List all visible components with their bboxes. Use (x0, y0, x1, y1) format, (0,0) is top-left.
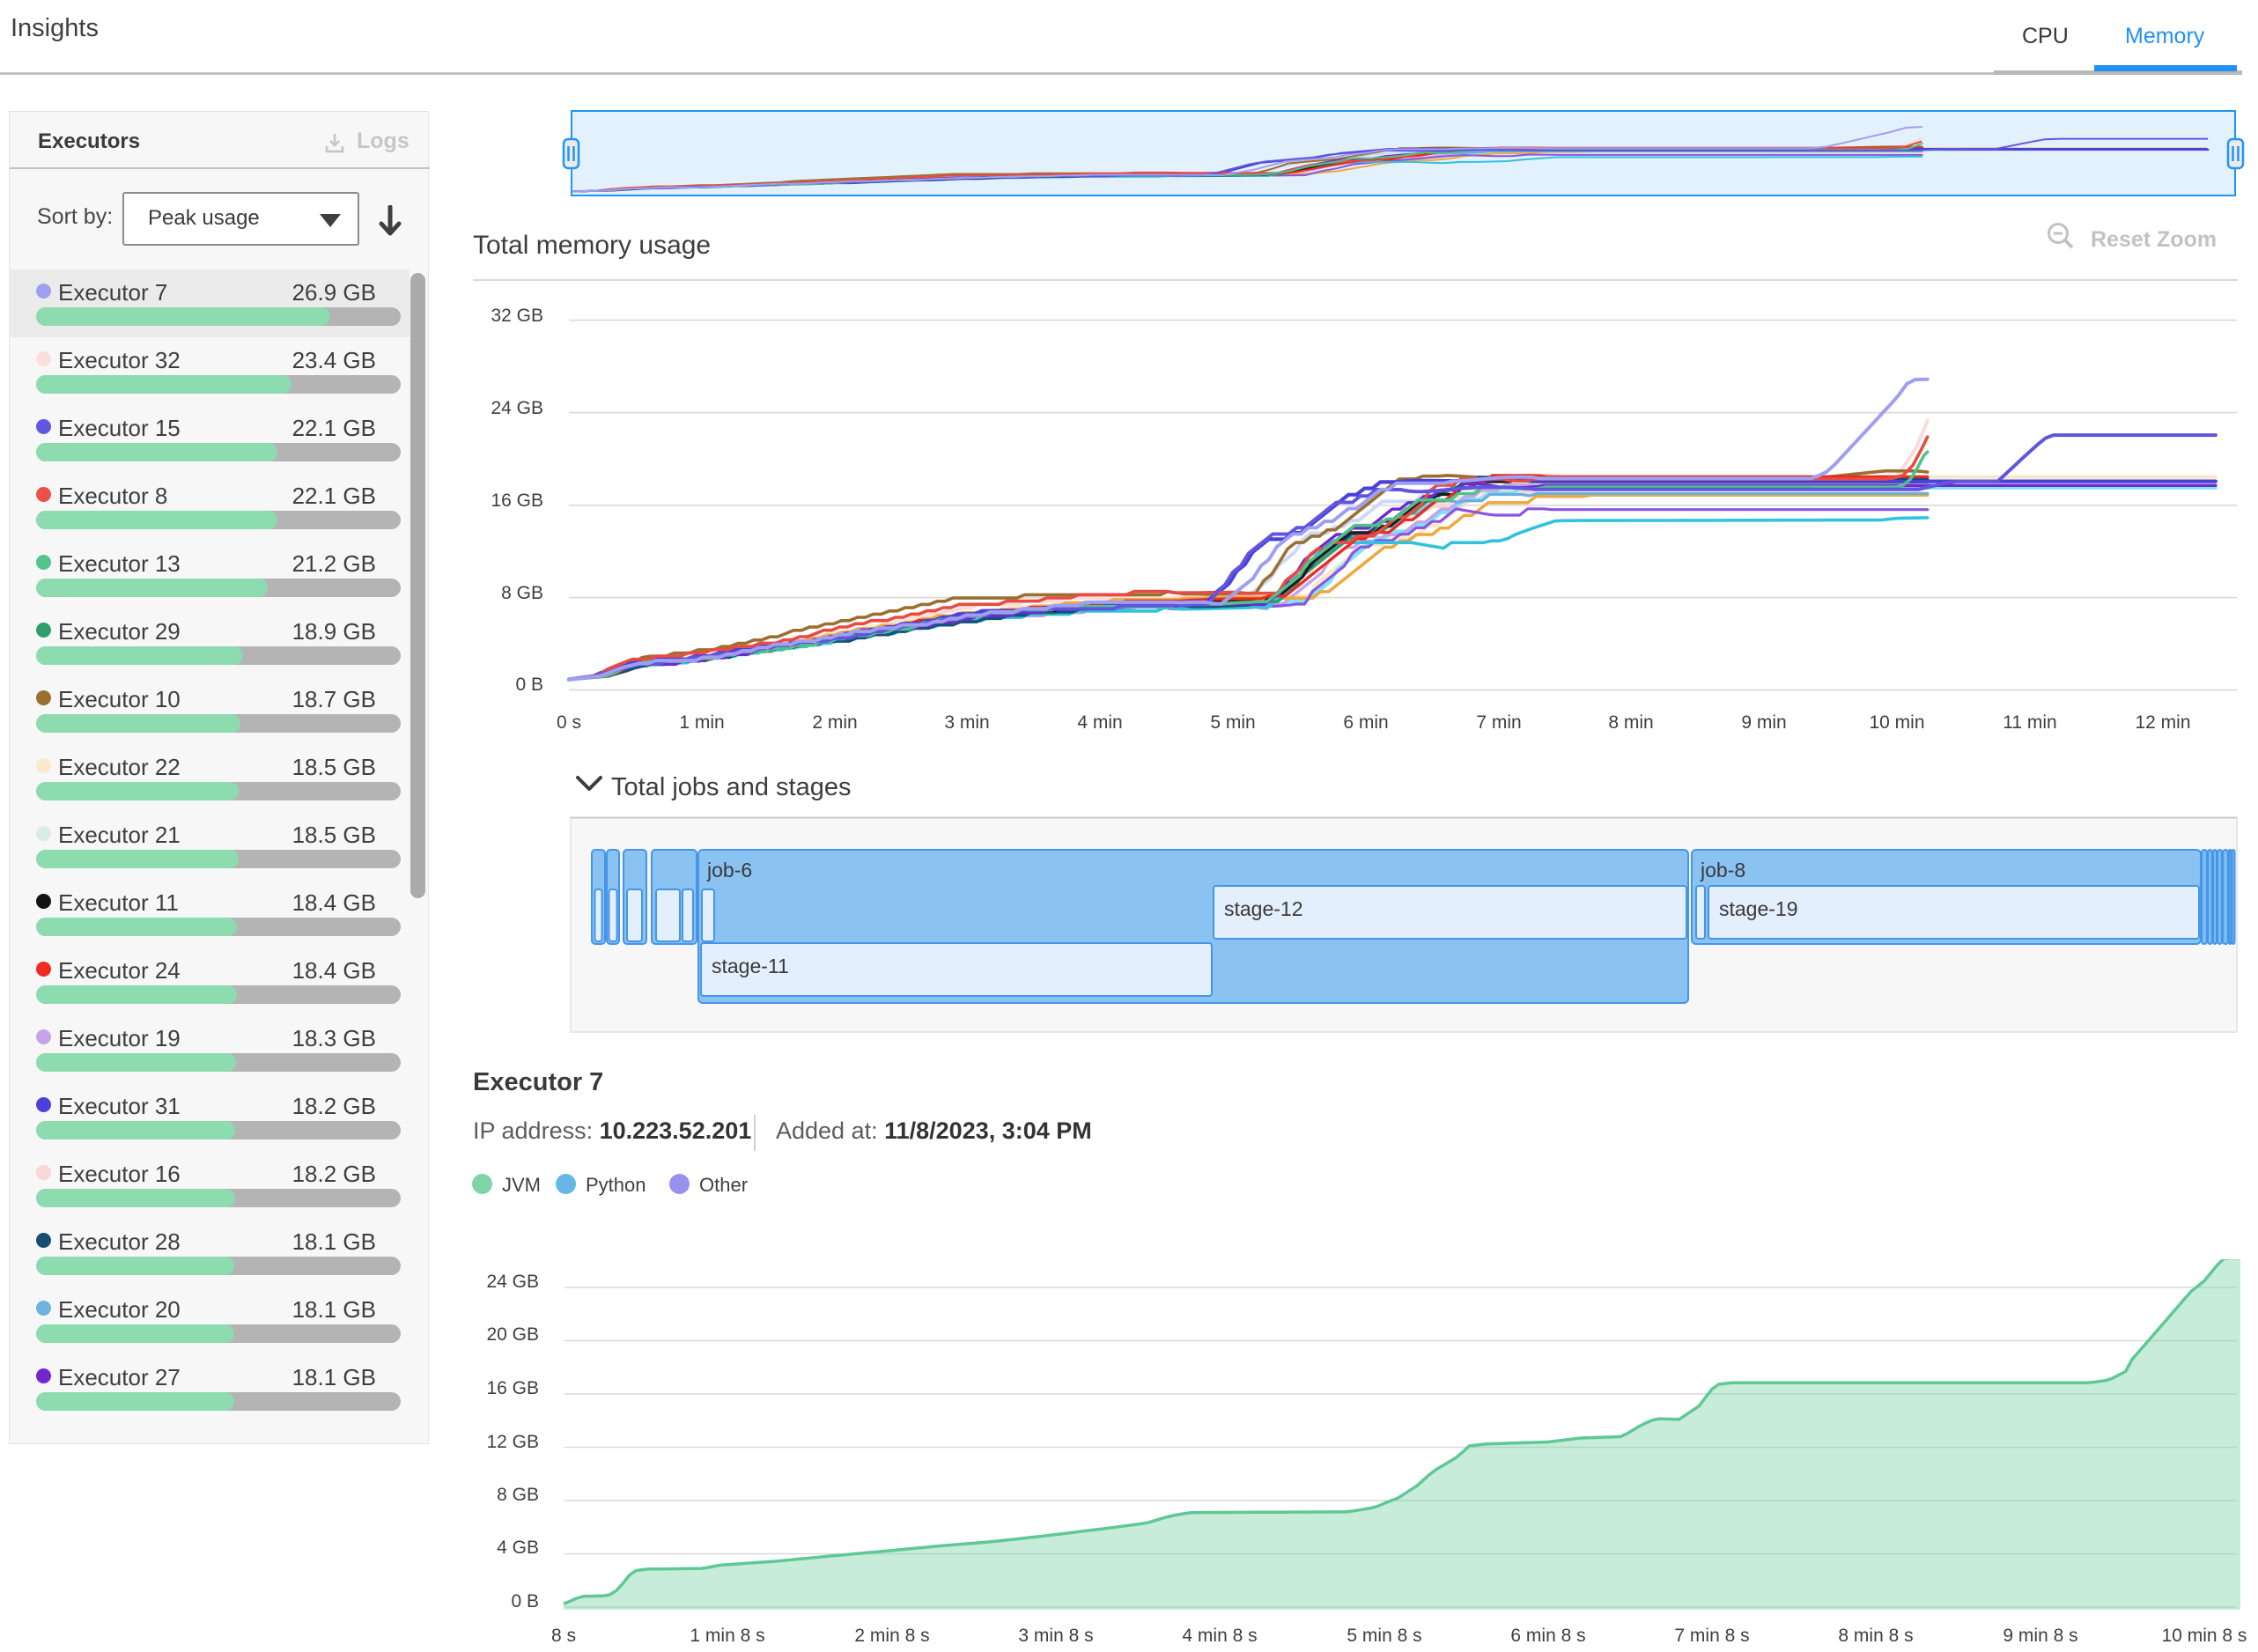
svg-text:5 min: 5 min (1210, 712, 1255, 733)
svg-text:8 GB: 8 GB (497, 1485, 539, 1505)
svg-text:0 B: 0 B (515, 675, 543, 695)
svg-text:1 min: 1 min (679, 712, 724, 733)
svg-text:job-8: job-8 (1700, 859, 1745, 881)
svg-text:16 GB: 16 GB (486, 1378, 539, 1398)
svg-text:9 min: 9 min (1741, 712, 1786, 733)
svg-text:4 min: 4 min (1077, 712, 1122, 733)
svg-text:0 s: 0 s (557, 712, 581, 733)
svg-text:6 min 8 s: 6 min 8 s (1510, 1626, 1585, 1646)
svg-text:9 min 8 s: 9 min 8 s (2003, 1626, 2077, 1646)
svg-text:7 min: 7 min (1476, 712, 1521, 733)
svg-text:job-6: job-6 (706, 859, 752, 881)
svg-text:stage-11: stage-11 (712, 955, 789, 977)
svg-text:10 min: 10 min (1869, 712, 1924, 733)
svg-text:8 min: 8 min (1608, 712, 1653, 733)
svg-text:32 GB: 32 GB (491, 306, 543, 326)
svg-text:1 min 8 s: 1 min 8 s (690, 1626, 764, 1646)
svg-text:16 GB: 16 GB (491, 490, 543, 511)
svg-text:8 GB: 8 GB (501, 583, 543, 603)
svg-text:6 min: 6 min (1343, 712, 1388, 733)
svg-text:20 GB: 20 GB (486, 1324, 539, 1345)
svg-text:stage-12: stage-12 (1224, 897, 1303, 920)
svg-text:8 min 8 s: 8 min 8 s (1838, 1626, 1913, 1646)
svg-text:0 B: 0 B (511, 1591, 539, 1611)
svg-text:12 min: 12 min (2135, 712, 2190, 733)
svg-text:24 GB: 24 GB (491, 398, 543, 418)
svg-text:8 s: 8 s (551, 1626, 576, 1646)
svg-text:5 min 8 s: 5 min 8 s (1347, 1626, 1421, 1646)
svg-text:4 GB: 4 GB (497, 1538, 539, 1558)
svg-text:2 min 8 s: 2 min 8 s (854, 1626, 929, 1646)
svg-text:10 min 8 s: 10 min 8 s (2162, 1626, 2247, 1646)
svg-text:12 GB: 12 GB (486, 1432, 539, 1452)
svg-text:4 min 8 s: 4 min 8 s (1182, 1626, 1257, 1646)
svg-text:7 min 8 s: 7 min 8 s (1674, 1626, 1749, 1646)
svg-text:stage-19: stage-19 (1719, 897, 1798, 920)
svg-text:3 min 8 s: 3 min 8 s (1018, 1626, 1093, 1646)
svg-text:2 min: 2 min (812, 712, 857, 733)
svg-text:3 min: 3 min (944, 712, 989, 733)
svg-text:24 GB: 24 GB (486, 1272, 539, 1292)
svg-text:11 min: 11 min (2003, 712, 2056, 733)
